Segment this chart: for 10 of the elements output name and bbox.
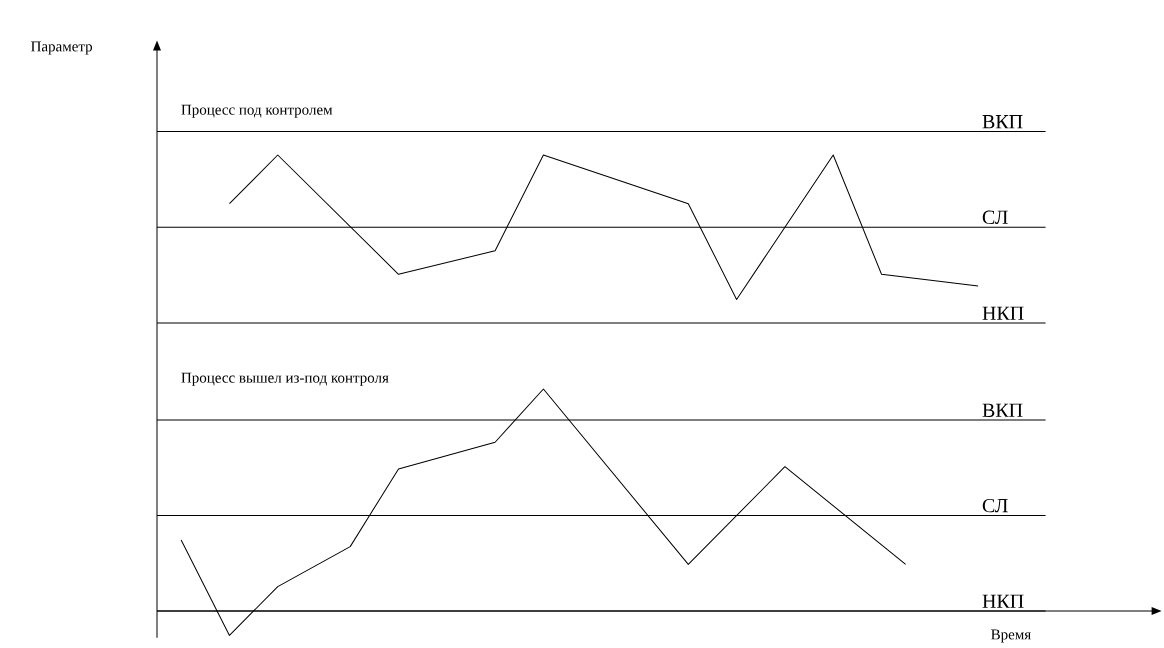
ref-line-label: НКП <box>982 306 1024 320</box>
chart-title: Процесс вышел из-под контроля <box>181 372 389 386</box>
ref-line-label: ВКП <box>982 115 1023 129</box>
chart-title: Процесс под контролем <box>181 104 333 118</box>
ref-line-label: СЛ <box>982 210 1008 225</box>
y-axis-title: Параметр <box>31 41 93 55</box>
ref-line-label: СЛ <box>982 498 1008 513</box>
ref-line-label: НКП <box>982 594 1024 608</box>
ref-line-label: ВКП <box>982 403 1023 417</box>
x-axis-title: Время <box>991 629 1031 643</box>
